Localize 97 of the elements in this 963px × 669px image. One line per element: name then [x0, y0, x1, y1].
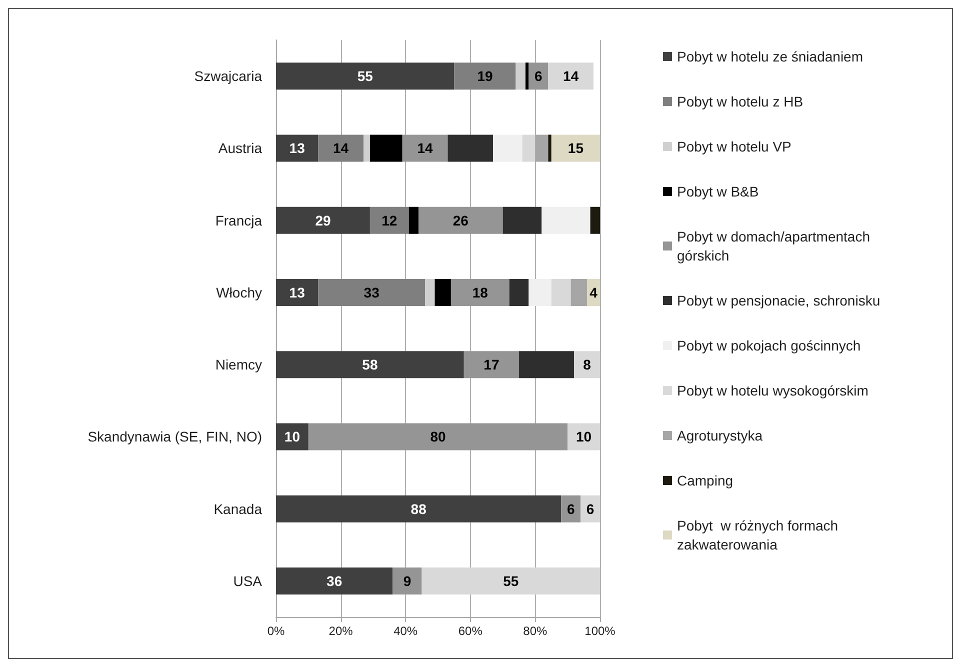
bar: [454, 62, 516, 90]
y-tick-label: Włochy: [216, 284, 262, 300]
bar: [276, 423, 308, 450]
data-label: 12: [382, 212, 398, 228]
legend-label: Pobyt w hotelu z HB: [677, 94, 804, 110]
data-label: 13: [289, 284, 306, 300]
bar: [276, 567, 393, 594]
bar: [434, 278, 451, 306]
data-label: 8: [583, 356, 592, 373]
bar: [590, 206, 600, 234]
bar: [502, 206, 542, 234]
x-tick-label: 60%: [458, 624, 483, 638]
bar: [493, 134, 522, 162]
bar: [448, 134, 494, 162]
bar: [450, 278, 510, 306]
x-tick-label: 40%: [394, 624, 418, 638]
legend-label: Camping: [677, 472, 734, 488]
legend-label: Pobyt w domach/apartmentach górskich: [677, 228, 874, 264]
bar: [528, 62, 548, 90]
bar: [318, 134, 364, 162]
bar: [574, 351, 600, 378]
legend-label: Pobyt w pensjonacie, schronisku: [677, 292, 880, 308]
bar: [276, 134, 318, 162]
data-label: 10: [576, 428, 592, 445]
data-label: 17: [484, 356, 500, 373]
x-tick-label: 20%: [328, 624, 354, 638]
bar: [276, 62, 454, 90]
legend-label: Pobyt w hotelu ze śniadaniem: [677, 48, 863, 64]
bar: [392, 567, 422, 594]
data-label: 33: [364, 284, 380, 300]
bar: [363, 134, 370, 162]
data-label: 58: [362, 356, 378, 373]
bar: [276, 495, 562, 522]
bar: [318, 278, 426, 306]
bar: [276, 351, 464, 378]
data-label: 88: [410, 500, 427, 517]
bar: [551, 134, 600, 162]
y-tick-label: Austria: [218, 140, 262, 156]
data-label: 80: [430, 428, 446, 445]
bar: [422, 567, 600, 594]
legend-label: Pobyt w hotelu VP: [677, 138, 792, 154]
legend-label: Pobyt w różnych formach zakwaterowania: [677, 518, 842, 552]
data-label: 36: [326, 572, 342, 589]
bar: [509, 278, 529, 306]
y-tick-label: Kanada: [214, 500, 262, 517]
bar: [516, 62, 526, 90]
bar: [519, 351, 574, 378]
bar: [522, 134, 536, 162]
data-label: 19: [477, 68, 493, 84]
bar: [580, 495, 600, 522]
x-tick-label: 80%: [523, 624, 548, 638]
bar: [548, 134, 552, 162]
data-label: 13: [289, 140, 306, 156]
data-label: 15: [568, 140, 584, 156]
bar: [370, 134, 402, 162]
data-label: 6: [586, 500, 594, 517]
data-label: 6: [566, 500, 575, 517]
data-label: 14: [417, 140, 434, 156]
bar: [418, 206, 503, 234]
data-label: 9: [403, 572, 412, 589]
bar: [408, 206, 419, 234]
legend-label: Agroturystyka: [677, 428, 763, 444]
data-label: 18: [472, 284, 488, 300]
bar: [561, 495, 581, 522]
x-tick-label: 100%: [584, 624, 616, 638]
y-tick-label: Szwajcaria: [194, 68, 262, 84]
bar: [548, 62, 594, 90]
data-label: 14: [333, 140, 349, 156]
bar: [525, 62, 529, 90]
data-label: 26: [452, 212, 469, 228]
y-tick-label: Niemcy: [215, 356, 262, 373]
y-tick-label: Francja: [215, 212, 262, 228]
y-tick-label: USA: [233, 572, 263, 589]
data-label: 4: [590, 284, 598, 300]
bar: [542, 206, 590, 234]
legend-label: Pobyt w pokojach gościnnych: [677, 338, 861, 354]
bar: [402, 134, 448, 162]
bar: [308, 423, 568, 450]
legend-label: Pobyt w hotelu wysokogórskim: [677, 382, 868, 398]
bar: [276, 206, 370, 234]
bar: [568, 423, 600, 450]
bar: [570, 278, 588, 306]
legend-label: Pobyt w B&B: [677, 184, 759, 200]
data-label: 14: [563, 68, 579, 84]
data-label: 55: [357, 68, 374, 84]
data-label: 10: [284, 428, 300, 445]
bar: [528, 278, 552, 306]
bar: [464, 351, 519, 378]
bar: [370, 206, 409, 234]
y-tick-label: Skandynawia (SE, FIN, NO): [88, 428, 262, 445]
data-label: 6: [534, 68, 543, 84]
bar: [551, 278, 571, 306]
bar: [425, 278, 435, 306]
x-tick-label: 0%: [267, 624, 285, 638]
data-label: 29: [315, 212, 331, 228]
data-label: 55: [503, 572, 519, 589]
bar: [276, 278, 318, 306]
